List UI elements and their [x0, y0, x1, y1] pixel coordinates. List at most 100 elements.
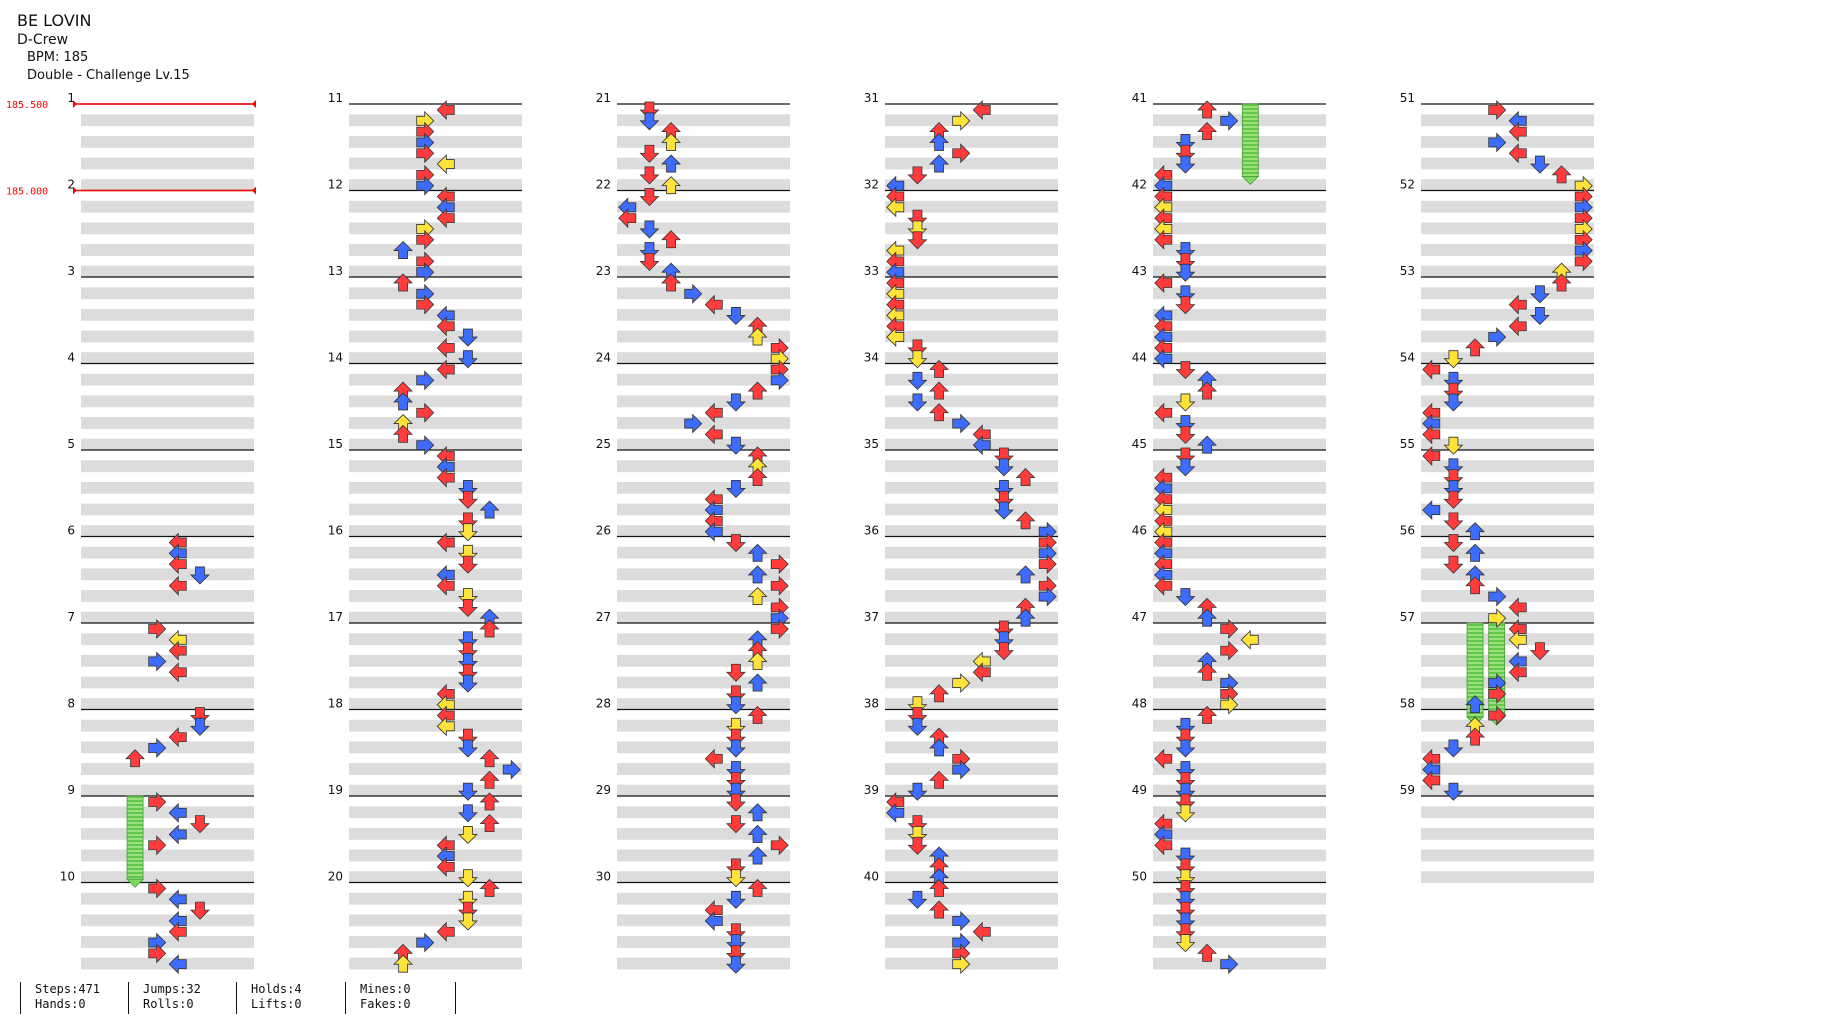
step-arrow	[436, 100, 455, 120]
step-arrow	[1529, 155, 1550, 174]
measure-number: 51	[1400, 91, 1415, 105]
beat-band	[617, 806, 790, 819]
step-arrow	[639, 220, 660, 239]
beat-band	[1421, 330, 1594, 343]
beat-band	[885, 698, 1058, 710]
measure-number: 32	[864, 178, 879, 192]
beat-band	[349, 352, 522, 364]
step-arrow	[747, 803, 768, 822]
step-arrow	[907, 826, 928, 845]
beat-band	[1153, 849, 1326, 862]
step-arrow	[1154, 402, 1173, 423]
beat-band	[1421, 503, 1594, 516]
step-arrow	[1175, 296, 1196, 315]
beat-band	[617, 827, 790, 840]
step-arrow	[1529, 307, 1550, 326]
beat-band	[885, 957, 1058, 970]
step-arrow	[907, 782, 928, 801]
beat-band	[617, 914, 790, 927]
step-arrow	[1508, 597, 1527, 618]
step-arrow	[148, 651, 167, 672]
beat-band	[81, 590, 254, 602]
step-arrow	[907, 209, 928, 228]
step-arrow	[952, 759, 971, 780]
step-arrow	[416, 143, 435, 164]
step-arrow	[1488, 608, 1507, 629]
step-arrow	[1175, 923, 1196, 942]
beat-band	[885, 892, 1058, 905]
beat-band	[1153, 503, 1326, 516]
step-arrow	[1015, 511, 1036, 530]
step-arrow	[416, 932, 435, 953]
step-arrow	[886, 802, 905, 823]
measure-number: 15	[328, 437, 343, 451]
beat-band	[81, 546, 254, 559]
beat-band	[885, 373, 1058, 386]
step-arrow	[1175, 361, 1196, 380]
step-chart: 1234567891011121314151617181920212223242…	[6, 91, 1594, 975]
step-arrow	[1175, 155, 1196, 174]
step-arrow	[725, 307, 746, 326]
step-arrow	[725, 869, 746, 888]
step-arrow	[993, 490, 1014, 509]
step-arrow	[1220, 619, 1239, 639]
step-arrow	[1465, 543, 1486, 562]
beat-band	[617, 114, 790, 127]
step-arrow	[393, 392, 414, 411]
hold-body	[1241, 103, 1259, 177]
step-arrow	[929, 132, 950, 151]
step-arrow	[1443, 393, 1464, 412]
step-arrow	[436, 208, 455, 229]
beat-band	[81, 308, 254, 321]
step-arrow	[639, 242, 660, 261]
step-arrow	[168, 640, 187, 661]
step-arrow	[952, 954, 971, 975]
step-arrow	[1443, 782, 1464, 801]
step-arrow	[1508, 143, 1527, 164]
step-arrow	[1175, 771, 1196, 790]
beat-band	[349, 568, 522, 581]
step-arrow	[457, 782, 478, 801]
measure-number: 21	[596, 91, 611, 105]
beat-band	[885, 114, 1058, 127]
step-arrow	[1443, 458, 1464, 477]
step-arrow	[1197, 435, 1218, 454]
step-arrow	[993, 501, 1014, 520]
step-arrow	[770, 619, 789, 639]
beat-band	[885, 308, 1058, 321]
beat-band	[349, 265, 522, 278]
step-arrow	[1488, 132, 1507, 153]
measure-number: 19	[328, 783, 343, 797]
step-arrow	[1175, 761, 1196, 780]
step-arrow	[1175, 144, 1196, 163]
beat-band	[349, 698, 522, 710]
beat-band	[81, 827, 254, 840]
bpm-change-value: 185.000	[6, 187, 48, 198]
step-arrow	[725, 793, 746, 812]
step-arrow	[1197, 662, 1218, 681]
step-arrow	[148, 835, 167, 856]
step-arrow	[416, 175, 435, 196]
step-arrow	[704, 402, 723, 423]
beat-band	[1153, 546, 1326, 559]
beat-band	[349, 676, 522, 689]
beat-band	[1153, 481, 1326, 494]
beat-band	[617, 719, 790, 732]
measure-number: 4	[67, 351, 75, 365]
step-arrow	[1197, 608, 1218, 627]
step-arrow	[770, 835, 789, 856]
step-arrow	[684, 283, 703, 304]
step-arrow	[1197, 943, 1218, 962]
song-difficulty: Double - Challenge Lv.15	[27, 68, 190, 83]
beat-band	[1421, 633, 1594, 646]
beat-band	[885, 568, 1058, 581]
beat-band	[1153, 265, 1326, 278]
step-arrow	[725, 480, 746, 499]
stats-jumps-rolls: Jumps:32 Rolls:0	[128, 982, 243, 1014]
beat-band	[617, 871, 790, 883]
step-arrow	[747, 381, 768, 400]
beat-band	[617, 849, 790, 862]
measure-number: 14	[328, 351, 343, 365]
step-arrow	[704, 748, 723, 769]
step-arrow	[1175, 393, 1196, 412]
